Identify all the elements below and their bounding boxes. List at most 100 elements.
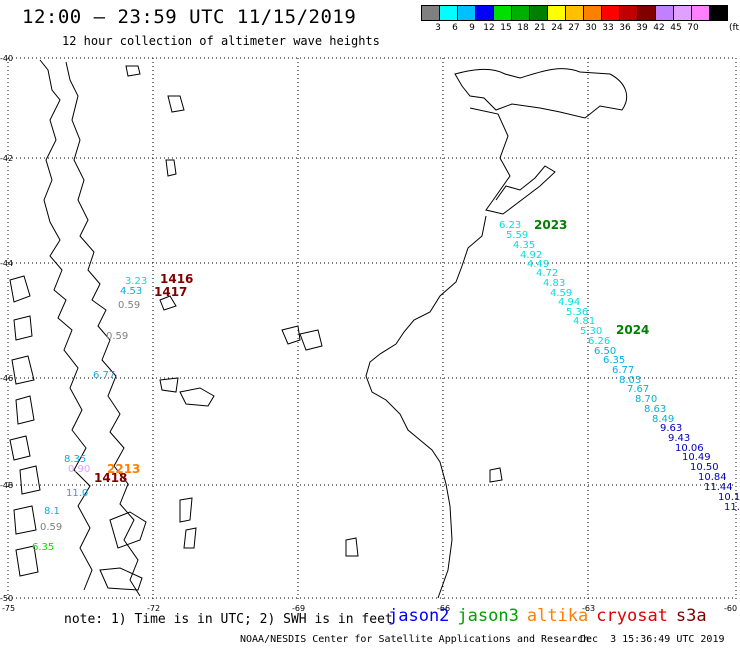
legend-label: 36 <box>619 23 631 33</box>
legend-label: 9 <box>469 23 475 33</box>
legend-swatch <box>691 5 710 21</box>
legend-label: 15 <box>500 23 512 33</box>
wave-height-value: 10.50 <box>690 462 719 473</box>
lon-label: -66 <box>437 604 450 613</box>
satellite-legend-item: s3a <box>675 606 707 626</box>
pass-number-label: 1417 <box>154 285 187 299</box>
pass-number-label: 1418 <box>94 471 127 485</box>
wave-height-value: 5.59 <box>506 230 528 241</box>
lon-label: -69 <box>292 604 305 613</box>
satellite-legend-item: jason3 <box>457 606 519 626</box>
wave-height-value: 9.43 <box>668 433 690 444</box>
wave-height-value: 3.23 <box>125 276 147 287</box>
legend-label: 39 <box>636 23 648 33</box>
legend-swatch <box>565 5 584 21</box>
legend-swatch <box>439 5 458 21</box>
lat-label: -44 <box>0 259 13 268</box>
wave-height-value: 0.59 <box>106 331 128 342</box>
legend-label: 3 <box>435 23 441 33</box>
lat-label: -50 <box>0 594 13 603</box>
wave-height-value: 8.70 <box>635 394 657 405</box>
wave-height-value: 7.67 <box>627 384 649 395</box>
legend-swatch <box>655 5 674 21</box>
lat-label: -48 <box>0 481 13 490</box>
wave-height-value: 9.63 <box>660 423 682 434</box>
wave-height-value: 8.35 <box>64 454 86 465</box>
pass-number-label: 2023 <box>534 218 567 232</box>
wave-height-value: 6.26 <box>588 336 610 347</box>
wave-height-value: 6.77 <box>612 365 634 376</box>
satellite-legend-item: altika <box>526 606 589 626</box>
legend-label: 45 <box>670 23 682 33</box>
legend-swatch <box>709 5 728 21</box>
wave-height-value: 4.49 <box>527 259 549 270</box>
satellite-legend-item: cryosat <box>596 606 668 626</box>
wave-height-value: 10.06 <box>675 443 704 454</box>
legend-swatch <box>421 5 440 21</box>
legend-swatch <box>583 5 602 21</box>
wave-height-value: 8.49 <box>652 414 674 425</box>
wave-height-value: 11. <box>724 502 740 513</box>
wave-height-value: 6.23 <box>499 220 521 231</box>
wave-height-value: 11.44 <box>704 482 733 493</box>
legend-label: 12 <box>483 23 495 33</box>
wave-height-value: 5.30 <box>580 326 602 337</box>
legend-swatch <box>547 5 566 21</box>
grid-lines <box>7 57 737 600</box>
lon-label: -63 <box>582 604 595 613</box>
wave-height-value: 10.84 <box>698 472 727 483</box>
wave-height-value: 6.77 <box>93 370 115 381</box>
wave-height-value: 4.81 <box>573 316 595 327</box>
wave-height-value: 0.90 <box>68 464 90 475</box>
wave-height-value: 4.83 <box>543 278 565 289</box>
legend-swatch <box>619 5 638 21</box>
page-title: 12:00 – 23:59 UTC 11/15/2019 <box>22 6 357 28</box>
timestamp-text: Dec 3 15:36:49 UTC 2019 <box>580 634 725 645</box>
pass-number-label: 1416 <box>160 272 193 286</box>
wave-height-value: 8.63 <box>644 404 666 415</box>
legend-label: 30 <box>585 23 597 33</box>
satellite-legend-item: jason2 <box>388 606 450 626</box>
legend-label: 24 <box>551 23 563 33</box>
lat-label: -46 <box>0 374 13 383</box>
wave-height-value: 10.49 <box>682 452 711 463</box>
lon-label: -72 <box>147 604 160 613</box>
wave-height-value: 4.94 <box>558 297 580 308</box>
legend-label: 6 <box>452 23 458 33</box>
legend-label: 70 <box>687 23 699 33</box>
wave-height-value: 4.92 <box>520 250 542 261</box>
credit-text: NOAA/NESDIS Center for Satellite Applica… <box>240 634 590 645</box>
pass-number-label: 2213 <box>107 462 140 476</box>
satellite-legend: jason2 jason3 altika cryosat s3a <box>388 606 715 626</box>
wave-height-value: 0.59 <box>118 300 140 311</box>
wave-height-value: 5.36 <box>566 307 588 318</box>
lat-label: -42 <box>0 154 13 163</box>
wave-height-value: 8.1 <box>44 506 60 517</box>
lon-label: -60 <box>724 604 737 613</box>
lon-label: -75 <box>2 604 15 613</box>
legend-swatch <box>457 5 476 21</box>
legend-swatch <box>601 5 620 21</box>
wave-height-value: 4.35 <box>513 240 535 251</box>
wave-height-value: 6.35 <box>603 355 625 366</box>
wave-height-value: 6.35 <box>32 542 54 553</box>
wave-height-value: 4.59 <box>550 288 572 299</box>
legend-label: 42 <box>653 23 665 33</box>
legend-swatch <box>529 5 548 21</box>
page-subtitle: 12 hour collection of altimeter wave hei… <box>62 34 380 48</box>
wave-height-value: 4.53 <box>120 286 142 297</box>
legend-label: 18 <box>517 23 529 33</box>
lat-label: -40 <box>0 54 13 63</box>
wave-height-value: 10.1 <box>718 492 740 503</box>
legend-label: 33 <box>602 23 614 33</box>
legend-label: 27 <box>568 23 580 33</box>
coastline <box>9 59 628 599</box>
legend-label: 21 <box>534 23 546 33</box>
pass-number-label: 2024 <box>616 323 649 337</box>
wave-height-value: 4.72 <box>536 268 558 279</box>
legend-swatch <box>475 5 494 21</box>
legend-swatch <box>493 5 512 21</box>
legend-swatch <box>673 5 692 21</box>
wave-height-value: 8.03 <box>619 375 641 386</box>
